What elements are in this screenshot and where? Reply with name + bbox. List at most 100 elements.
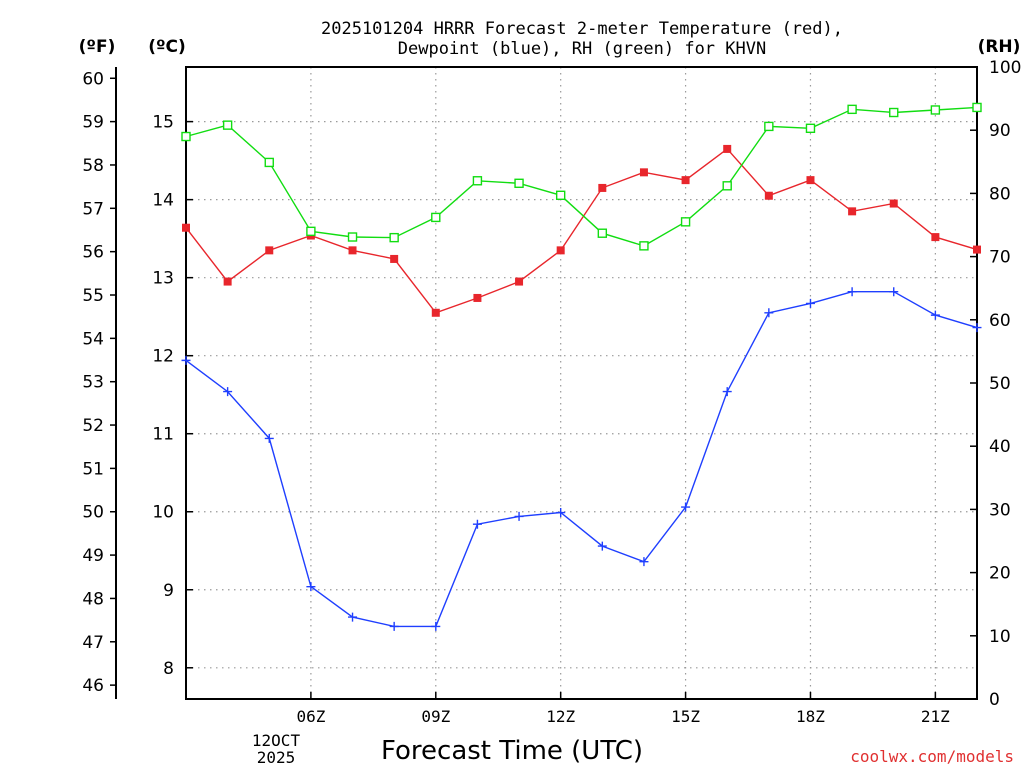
credit-label: coolwx.com/models	[850, 747, 1014, 766]
temperature-point	[182, 223, 190, 232]
rh-point	[431, 212, 441, 223]
rh-tick-label: 100	[989, 58, 1021, 78]
x-axis-title: Forecast Time (UTC)	[381, 736, 643, 766]
rh-point	[805, 123, 816, 134]
fahrenheit-tick-label: 60	[82, 69, 104, 89]
temperature-point	[639, 168, 648, 177]
dewpoint-point	[930, 310, 940, 320]
fahrenheit-tick-label: 59	[82, 113, 104, 133]
fahrenheit-tick-label: 58	[82, 156, 104, 176]
temperature-point	[764, 191, 773, 200]
celsius-unit-label: (ºC)	[148, 37, 186, 57]
celsius-tick-label: 10	[152, 503, 174, 523]
x-tick-label: 18Z	[796, 707, 825, 726]
celsius-tick-label: 15	[152, 113, 174, 133]
data-series	[181, 102, 982, 631]
dewpoint-point	[348, 612, 358, 622]
temperature-point	[723, 144, 732, 153]
dewpoint-point	[181, 355, 191, 365]
fahrenheit-tick-label: 48	[82, 589, 104, 609]
temperature-point	[431, 308, 440, 317]
dewpoint-point	[889, 287, 899, 297]
rh-point	[514, 178, 524, 188]
temperature-point	[390, 254, 399, 263]
temperature-point	[223, 277, 232, 286]
temperature-line	[185, 147, 978, 314]
rh-point	[930, 105, 941, 115]
fahrenheit-tick-label: 51	[82, 459, 104, 479]
celsius-tick-label: 14	[152, 191, 174, 211]
temperature-point	[931, 233, 940, 242]
chart-title-line-2: Dewpoint (blue), RH (green) for KHVN	[398, 39, 766, 59]
dewpoint-point	[972, 323, 982, 333]
fahrenheit-tick-label: 53	[82, 373, 104, 393]
dewpoint-point	[764, 308, 774, 318]
dewpoint-point	[306, 582, 316, 592]
fahrenheit-tick-label: 55	[82, 286, 104, 306]
x-tick-label: 15Z	[671, 707, 700, 726]
temperature-point	[473, 293, 482, 302]
fahrenheit-unit-label: (ºF)	[79, 37, 116, 57]
rh-point	[889, 107, 899, 118]
rh-tick-label: 0	[989, 690, 1000, 710]
x-tick-label: 06Z	[296, 707, 325, 726]
rh-tick-label: 10	[989, 627, 1011, 647]
dewpoint-point	[597, 541, 607, 551]
dewpoint-point	[639, 557, 649, 567]
rh-tick-label: 90	[989, 121, 1011, 141]
rh-point	[472, 176, 483, 186]
rh-point	[347, 232, 358, 242]
temperature-point	[515, 277, 524, 286]
rh-tick-label: 20	[989, 564, 1011, 584]
dewpoint-point	[264, 433, 274, 443]
rh-tick-label: 70	[989, 248, 1011, 268]
rh-point	[306, 226, 316, 237]
fahrenheit-tick-label: 46	[82, 676, 104, 696]
rh-point	[847, 104, 857, 115]
x-tick-label: 09Z	[421, 707, 450, 726]
rh-point	[264, 157, 274, 168]
x-tick-label: 21Z	[921, 707, 950, 726]
chart-title-line-1: 2025101204 HRRR Forecast 2-meter Tempera…	[321, 19, 843, 39]
celsius-tick-label: 13	[152, 269, 174, 289]
axes: 46 47 48 49 50 51 52 53 54 55 56 57 58 59 60 8 9 10 11 12 13…	[82, 58, 1021, 726]
rh-point	[222, 120, 233, 130]
temperature-point	[556, 246, 565, 255]
fahrenheit-tick-label: 47	[82, 633, 104, 653]
temperature-point	[598, 183, 607, 192]
rh-point	[597, 228, 608, 238]
rh-point	[181, 131, 191, 142]
temperature-point	[681, 176, 690, 185]
date-label-day: 12OCT	[252, 731, 301, 750]
temperature-point	[806, 176, 815, 185]
rh-tick-label: 50	[989, 374, 1011, 394]
temperature-point	[348, 246, 357, 255]
fahrenheit-tick-label: 54	[82, 329, 104, 349]
dewpoint-point	[223, 387, 233, 397]
rh-unit-label: (RH)	[978, 37, 1021, 57]
dewpoint-point	[805, 298, 815, 308]
rh-tick-label: 60	[989, 311, 1011, 331]
rh-line	[185, 106, 978, 247]
dewpoint-point	[681, 502, 691, 512]
rh-point	[639, 241, 649, 251]
rh-point	[555, 190, 566, 200]
fahrenheit-tick-label: 57	[82, 199, 104, 219]
dewpoint-point	[847, 287, 857, 297]
celsius-tick-label: 12	[152, 347, 174, 367]
rh-tick-label: 30	[989, 500, 1011, 520]
temperature-point	[973, 245, 981, 254]
celsius-tick-label: 9	[163, 581, 174, 601]
temperature-point	[848, 207, 857, 216]
dewpoint-point	[431, 621, 441, 631]
temperature-point	[265, 246, 274, 255]
fahrenheit-tick-label: 49	[82, 546, 104, 566]
celsius-tick-label: 8	[163, 659, 174, 679]
rh-point	[680, 217, 691, 227]
date-label-year: 2025	[257, 748, 296, 767]
celsius-tick-label: 11	[152, 425, 174, 445]
dewpoint-point	[514, 511, 524, 521]
dewpoint-point	[556, 508, 566, 518]
rh-point	[722, 181, 732, 191]
rh-tick-label: 40	[989, 437, 1011, 457]
